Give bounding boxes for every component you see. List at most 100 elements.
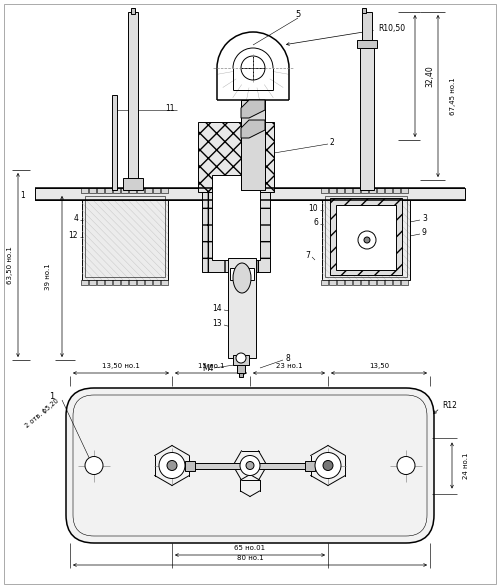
Bar bbox=[361, 188, 368, 193]
Bar bbox=[237, 365, 245, 373]
Bar bbox=[369, 188, 376, 193]
Bar bbox=[337, 280, 344, 285]
Bar bbox=[345, 188, 352, 193]
Text: 13,50 но.1: 13,50 но.1 bbox=[102, 363, 140, 369]
Text: 13,50: 13,50 bbox=[369, 363, 389, 369]
Text: 4: 4 bbox=[73, 213, 78, 222]
Bar bbox=[362, 12, 372, 40]
Bar bbox=[329, 280, 336, 285]
Bar bbox=[357, 40, 377, 48]
Bar bbox=[337, 188, 344, 193]
Bar bbox=[5, 5, 495, 370]
Bar bbox=[81, 188, 88, 193]
Bar bbox=[105, 188, 112, 193]
Text: R12: R12 bbox=[442, 402, 457, 410]
Bar bbox=[121, 280, 128, 285]
Bar bbox=[329, 188, 336, 193]
Bar bbox=[129, 188, 136, 193]
Circle shape bbox=[236, 353, 246, 363]
Bar bbox=[129, 280, 136, 285]
Bar bbox=[35, 188, 465, 200]
Bar bbox=[128, 12, 138, 190]
Bar bbox=[145, 280, 152, 285]
Bar bbox=[325, 196, 407, 277]
Text: 63,50 но.1: 63,50 но.1 bbox=[7, 246, 13, 284]
FancyBboxPatch shape bbox=[66, 388, 434, 543]
Bar bbox=[330, 198, 402, 275]
Text: ϕ6: ϕ6 bbox=[237, 366, 247, 375]
Bar bbox=[85, 196, 165, 277]
Bar bbox=[361, 280, 368, 285]
Bar bbox=[188, 463, 312, 469]
Bar bbox=[89, 280, 96, 285]
Bar bbox=[137, 280, 144, 285]
Bar bbox=[123, 178, 143, 190]
Text: 23 но.1: 23 но.1 bbox=[276, 363, 302, 369]
Bar bbox=[97, 280, 104, 285]
Bar bbox=[385, 280, 392, 285]
Text: 9: 9 bbox=[422, 228, 427, 236]
Text: 1: 1 bbox=[20, 191, 25, 199]
Bar bbox=[239, 373, 243, 377]
Bar bbox=[137, 188, 144, 193]
Bar bbox=[81, 280, 88, 285]
Bar bbox=[89, 188, 96, 193]
Bar bbox=[153, 188, 160, 193]
Text: 32,40: 32,40 bbox=[426, 65, 434, 87]
Bar bbox=[121, 188, 128, 193]
Circle shape bbox=[358, 231, 376, 249]
Bar bbox=[112, 95, 117, 190]
Text: 15 но.1: 15 но.1 bbox=[198, 363, 224, 369]
Text: 39 но.1: 39 но.1 bbox=[45, 263, 51, 290]
Bar bbox=[362, 8, 366, 13]
Text: 1: 1 bbox=[50, 392, 54, 400]
Circle shape bbox=[315, 453, 341, 479]
Bar bbox=[369, 280, 376, 285]
Text: 12: 12 bbox=[68, 230, 78, 239]
Bar bbox=[233, 355, 249, 365]
Text: 5: 5 bbox=[296, 9, 300, 18]
Bar bbox=[185, 460, 195, 470]
Circle shape bbox=[240, 456, 260, 476]
Bar bbox=[360, 48, 374, 190]
Text: R10,50: R10,50 bbox=[378, 24, 405, 32]
Text: 14: 14 bbox=[212, 303, 222, 312]
Bar bbox=[212, 175, 260, 260]
Bar bbox=[393, 188, 400, 193]
Text: 10: 10 bbox=[308, 203, 318, 212]
Bar bbox=[321, 280, 328, 285]
Circle shape bbox=[241, 56, 265, 80]
Text: 65 но.01: 65 но.01 bbox=[234, 545, 266, 551]
Bar bbox=[353, 280, 360, 285]
Bar bbox=[345, 280, 352, 285]
Circle shape bbox=[397, 456, 415, 475]
Bar bbox=[241, 100, 265, 190]
Circle shape bbox=[167, 460, 177, 470]
Bar bbox=[230, 268, 240, 280]
Bar bbox=[113, 188, 120, 193]
Bar bbox=[145, 188, 152, 193]
Bar bbox=[202, 192, 270, 272]
Bar bbox=[393, 280, 400, 285]
Text: 7: 7 bbox=[305, 250, 310, 259]
Text: 2 отв. ϕ5,20: 2 отв. ϕ5,20 bbox=[24, 397, 60, 429]
Text: 8: 8 bbox=[285, 353, 290, 362]
Bar bbox=[161, 188, 168, 193]
Bar bbox=[82, 193, 168, 280]
Circle shape bbox=[364, 237, 370, 243]
Text: 3: 3 bbox=[422, 213, 427, 222]
Polygon shape bbox=[241, 120, 265, 138]
Text: M4: M4 bbox=[202, 363, 214, 373]
Bar bbox=[113, 280, 120, 285]
Circle shape bbox=[85, 456, 103, 475]
Bar bbox=[198, 122, 274, 192]
Circle shape bbox=[246, 462, 254, 469]
Bar bbox=[336, 205, 396, 270]
Text: 24 но.1: 24 но.1 bbox=[463, 452, 469, 479]
Text: 67,45 но.1: 67,45 но.1 bbox=[450, 77, 456, 115]
Bar bbox=[244, 268, 254, 280]
Polygon shape bbox=[241, 100, 265, 118]
Bar bbox=[105, 280, 112, 285]
Bar bbox=[401, 188, 408, 193]
Bar bbox=[353, 188, 360, 193]
